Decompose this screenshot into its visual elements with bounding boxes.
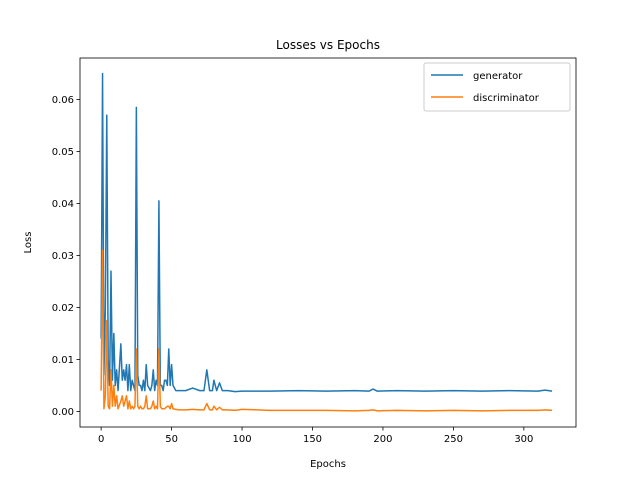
y-tick-label: 0.01 xyxy=(52,355,74,366)
x-tick-label: 50 xyxy=(165,434,178,445)
legend-label-generator: generator xyxy=(473,71,523,82)
series-layer xyxy=(100,72,553,412)
axes-layer: 0 50 100 150 200 250 300 0.00 0.01 0.02 0.03 0.04 0.… xyxy=(52,95,534,445)
x-tick-label: 200 xyxy=(373,434,392,445)
series-line-discriminator xyxy=(100,249,553,412)
y-tick-label: 0.06 xyxy=(52,95,74,106)
y-axis-title: Loss xyxy=(23,232,34,254)
y-tick-label: 0.04 xyxy=(52,199,74,210)
chart-title: Losses vs Epochs xyxy=(276,38,380,52)
x-tick-label: 300 xyxy=(514,434,533,445)
y-tick-label: 0.03 xyxy=(52,251,74,262)
x-axis-title: Epochs xyxy=(310,459,346,470)
x-tick-label: 0 xyxy=(98,434,104,445)
y-tick-label: 0.02 xyxy=(52,303,74,314)
x-tick-label: 100 xyxy=(232,434,251,445)
y-tick-label: 0.00 xyxy=(52,407,74,418)
y-tick-label: 0.05 xyxy=(52,147,74,158)
legend: generator discriminator xyxy=(423,62,571,112)
plot-frame xyxy=(79,57,577,428)
x-tick-label: 150 xyxy=(303,434,322,445)
legend-label-discriminator: discriminator xyxy=(473,93,540,104)
x-tick-label: 250 xyxy=(444,434,463,445)
